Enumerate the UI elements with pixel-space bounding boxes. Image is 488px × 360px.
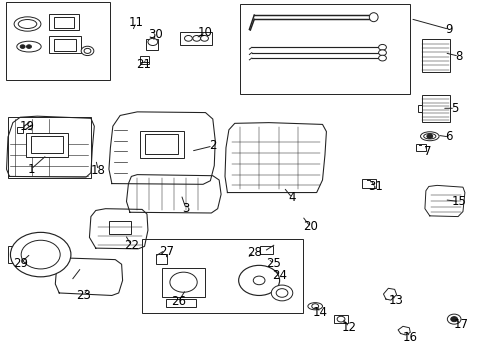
Text: 17: 17 xyxy=(452,318,468,331)
Circle shape xyxy=(148,39,158,45)
Circle shape xyxy=(378,55,386,61)
Circle shape xyxy=(271,285,292,301)
Circle shape xyxy=(311,304,318,309)
Bar xyxy=(260,246,272,253)
Bar xyxy=(140,131,183,158)
Text: 26: 26 xyxy=(171,295,186,308)
Text: 24: 24 xyxy=(271,269,286,282)
Circle shape xyxy=(238,265,279,296)
Bar xyxy=(8,117,91,178)
Circle shape xyxy=(21,240,60,269)
Bar xyxy=(421,39,449,72)
Bar xyxy=(140,56,149,64)
Text: 19: 19 xyxy=(20,121,35,134)
Text: 10: 10 xyxy=(198,26,212,39)
Text: 16: 16 xyxy=(402,330,417,343)
Circle shape xyxy=(276,289,287,297)
Text: 4: 4 xyxy=(288,192,295,204)
Ellipse shape xyxy=(423,134,435,139)
Bar xyxy=(421,95,449,122)
Bar xyxy=(161,268,205,297)
Circle shape xyxy=(447,314,460,324)
Text: 31: 31 xyxy=(367,180,382,193)
Text: 6: 6 xyxy=(445,130,452,144)
Ellipse shape xyxy=(18,19,37,28)
Text: 20: 20 xyxy=(302,220,317,233)
Text: 5: 5 xyxy=(450,102,458,115)
Bar xyxy=(54,17,74,28)
Circle shape xyxy=(378,50,386,55)
Text: 18: 18 xyxy=(91,164,105,177)
Bar xyxy=(142,239,303,313)
Ellipse shape xyxy=(420,132,438,141)
Ellipse shape xyxy=(17,41,41,52)
Circle shape xyxy=(169,272,197,292)
Circle shape xyxy=(84,48,91,53)
Bar xyxy=(26,133,68,157)
Text: 30: 30 xyxy=(148,28,163,41)
Text: 13: 13 xyxy=(387,294,402,307)
Circle shape xyxy=(253,276,264,285)
Circle shape xyxy=(20,45,25,48)
Text: 9: 9 xyxy=(445,23,452,36)
Circle shape xyxy=(200,36,208,41)
Text: 21: 21 xyxy=(136,58,151,71)
Text: 11: 11 xyxy=(128,16,143,29)
Circle shape xyxy=(26,45,31,48)
Circle shape xyxy=(10,232,71,277)
Circle shape xyxy=(450,317,457,321)
Bar xyxy=(49,36,81,53)
Bar xyxy=(49,14,79,30)
Text: 3: 3 xyxy=(182,202,189,215)
Bar xyxy=(5,3,110,80)
Bar xyxy=(180,32,211,45)
Text: 22: 22 xyxy=(123,239,139,252)
Text: 23: 23 xyxy=(76,289,91,302)
Bar xyxy=(166,299,195,307)
Text: 1: 1 xyxy=(27,163,35,176)
Bar xyxy=(239,4,409,94)
Bar xyxy=(156,254,166,264)
Circle shape xyxy=(184,36,192,41)
Ellipse shape xyxy=(14,17,41,31)
Text: 7: 7 xyxy=(423,145,430,158)
Text: 12: 12 xyxy=(341,320,356,333)
Text: 25: 25 xyxy=(266,257,281,270)
Text: 15: 15 xyxy=(451,195,466,208)
Text: 29: 29 xyxy=(13,257,28,270)
Circle shape xyxy=(426,134,432,138)
Bar xyxy=(17,127,23,133)
Circle shape xyxy=(378,44,386,50)
Text: 8: 8 xyxy=(454,50,462,63)
Bar xyxy=(109,221,131,234)
Bar xyxy=(11,249,24,260)
Bar xyxy=(361,179,375,188)
Bar xyxy=(333,315,347,323)
Bar xyxy=(54,39,76,50)
Circle shape xyxy=(81,46,94,55)
Bar xyxy=(415,144,426,151)
Bar xyxy=(145,39,158,50)
Bar xyxy=(31,136,63,153)
Text: 14: 14 xyxy=(312,306,327,319)
Bar xyxy=(145,134,178,154)
Text: 27: 27 xyxy=(159,245,174,258)
Text: 28: 28 xyxy=(246,246,261,259)
Ellipse shape xyxy=(368,13,377,22)
Circle shape xyxy=(336,316,344,322)
Ellipse shape xyxy=(307,303,322,310)
Circle shape xyxy=(192,36,200,41)
Bar xyxy=(8,246,27,263)
Text: 2: 2 xyxy=(209,139,216,152)
Bar xyxy=(417,105,422,112)
